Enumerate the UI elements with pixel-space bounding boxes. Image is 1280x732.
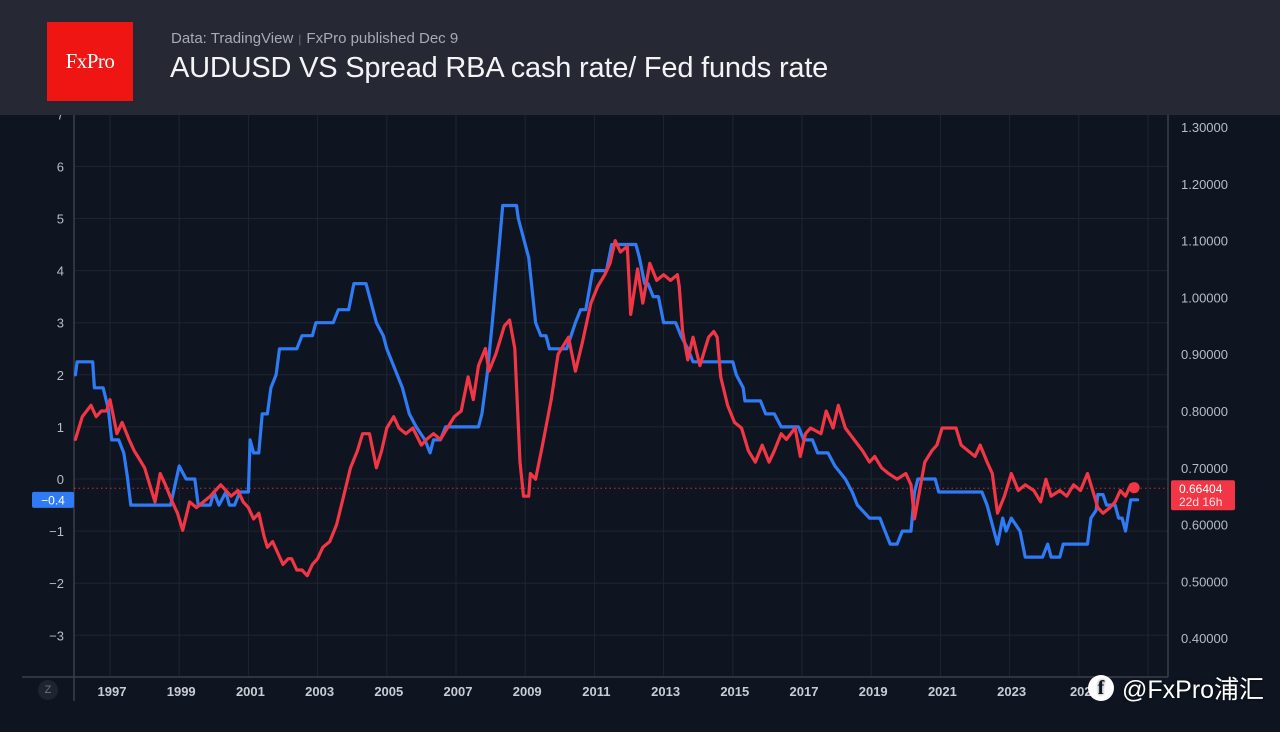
separator: | — [298, 32, 302, 46]
right-tick-label: 0.60000 — [1181, 518, 1228, 533]
watermark-text: @FxPro浦汇 — [1122, 676, 1265, 704]
x-tick-label: 202 — [1070, 684, 1092, 699]
audusd-value-badge — [1171, 480, 1235, 511]
chart-title: AUDUSD VS Spread RBA cash rate/ Fed fund… — [170, 52, 829, 84]
left-tick-label: −3 — [49, 628, 64, 643]
right-tick-label: 0.50000 — [1181, 574, 1228, 589]
left-tick-label: −1 — [49, 524, 64, 539]
chart: 7 6 5 4 3 2 1 0 −1 −2 −3 1.30000 1.20000 1.10000 1.00… — [0, 115, 1280, 732]
x-tick-label: 2023 — [997, 684, 1026, 699]
spread-line — [73, 203, 1140, 559]
left-tick-label: 6 — [57, 159, 64, 174]
x-tick-label: 1999 — [167, 684, 196, 699]
zoom-reset-button[interactable]: Z — [38, 680, 58, 700]
facebook-icon: f — [1088, 675, 1114, 701]
x-tick-label: 2001 — [236, 684, 265, 699]
right-tick-label: 0.80000 — [1181, 404, 1228, 419]
right-axis: 1.30000 1.20000 1.10000 1.00000 0.90000 0.800… — [1181, 120, 1228, 646]
spread-value-badge — [32, 491, 74, 508]
audusd-last-point — [1128, 482, 1140, 494]
chart-background — [0, 115, 1280, 732]
x-tick-label: 1997 — [98, 684, 127, 699]
fxpro-logo: FxPro — [47, 22, 133, 101]
audusd-countdown-label: 22d 16h — [1179, 495, 1222, 509]
x-tick-label: 2007 — [444, 684, 473, 699]
x-tick-label: 2019 — [859, 684, 888, 699]
published-date: FxPro published Dec 9 — [306, 30, 459, 47]
left-tick-label: 4 — [57, 264, 64, 279]
right-tick-label: 1.20000 — [1181, 177, 1228, 192]
spread-value-label: −0.4 — [41, 493, 65, 507]
audusd-line — [73, 239, 1136, 578]
left-tick-label: 0 — [57, 472, 64, 487]
x-tick-label: 2003 — [305, 684, 334, 699]
x-tick-label: 2015 — [720, 684, 749, 699]
series-lines — [73, 203, 1140, 578]
audusd-value-label: 0.66404 — [1179, 482, 1223, 496]
x-tick-label: 2013 — [651, 684, 680, 699]
left-axis: 7 6 5 4 3 2 1 0 −1 −2 −3 — [49, 115, 64, 643]
x-axis: 1997 1999 2001 2003 2005 2007 2009 2011 2013 2015… — [98, 684, 1092, 699]
x-tick-label: 2011 — [582, 684, 610, 699]
right-tick-label: 1.10000 — [1181, 234, 1228, 249]
left-tick-label: 2 — [57, 368, 64, 383]
left-tick-label: 1 — [57, 420, 64, 435]
x-tick-label: 2017 — [790, 684, 819, 699]
right-tick-label: 0.90000 — [1181, 347, 1228, 362]
x-tick-label: 2005 — [374, 684, 403, 699]
watermark: f @FxPro浦汇 — [1088, 668, 1264, 708]
logo-text: FxPro — [65, 49, 115, 73]
left-tick-label: 7 — [57, 115, 64, 122]
grid — [22, 115, 1169, 701]
header: FxPro Data: TradingView | FxPro published … — [0, 0, 1280, 115]
left-tick-label: 5 — [57, 212, 64, 227]
x-tick-label: 2009 — [513, 684, 542, 699]
data-source: Data: TradingView — [171, 30, 294, 47]
right-tick-label: 0.40000 — [1181, 631, 1228, 646]
left-tick-label: 3 — [57, 316, 64, 331]
right-tick-label: 1.30000 — [1181, 120, 1228, 135]
x-tick-label: 2021 — [928, 684, 957, 699]
right-tick-label: 0.70000 — [1181, 461, 1228, 476]
left-tick-label: −2 — [49, 576, 64, 591]
right-tick-label: 1.00000 — [1181, 290, 1228, 305]
source-line: Data: TradingView | FxPro published Dec 9 — [171, 30, 458, 47]
